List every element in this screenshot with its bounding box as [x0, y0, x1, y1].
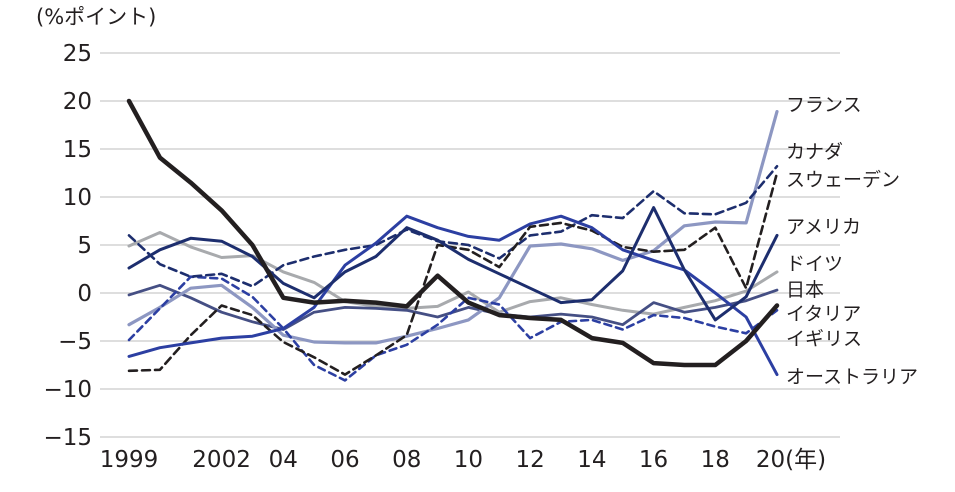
y-tick-label-0: 0: [77, 281, 92, 307]
x-tick-label-2004: 04: [269, 447, 298, 473]
y-tick-label--5: −5: [58, 329, 92, 355]
y-tick-label-20: 20: [63, 89, 92, 115]
y-tick-label-5: 5: [77, 233, 92, 259]
x-tick-label-1999: 1999: [100, 447, 159, 473]
x-tick-label-2006: 06: [330, 447, 359, 473]
x-tick-label-2008: 08: [392, 447, 421, 473]
y-tick-label-25: 25: [63, 41, 92, 67]
series-line-italy: [126, 98, 780, 368]
legend-label-australia: オーストラリア: [786, 366, 918, 388]
series-line-canada: [127, 165, 779, 288]
y-tick-label-10: 10: [63, 185, 92, 211]
legend-label-france: フランス: [786, 94, 862, 116]
y-tick-label--15: −15: [43, 425, 92, 451]
x-tick-label-2010: 10: [454, 447, 483, 473]
series-line-uk: [127, 275, 779, 382]
legend-label-italy: イタリア: [786, 303, 861, 325]
series-line-america: [127, 206, 779, 322]
x-tick-label-2016: 16: [639, 447, 668, 473]
series-line-australia: [127, 214, 779, 377]
y-tick-label--10: −10: [43, 377, 92, 403]
y-axis-unit-label: (%ポイント): [36, 5, 156, 29]
legend-label-uk: イギリス: [786, 328, 862, 350]
x-tick-label-2020: 20(年): [756, 447, 826, 473]
legend-label-america: アメリカ: [786, 216, 861, 238]
legend-label-sweden: スウェーデン: [786, 169, 900, 191]
x-tick-label-2012: 12: [516, 447, 545, 473]
series-line-germany: [127, 231, 779, 316]
legend-label-japan: 日本: [786, 279, 824, 301]
series-line-sweden: [127, 171, 779, 376]
y-tick-label-15: 15: [63, 137, 92, 163]
x-tick-label-2002: 2002: [192, 447, 251, 473]
legend-label-germany: ドイツ: [786, 253, 843, 275]
x-tick-label-2014: 14: [577, 447, 606, 473]
x-tick-label-2018: 18: [701, 447, 730, 473]
legend-label-canada: カナダ: [786, 141, 843, 163]
